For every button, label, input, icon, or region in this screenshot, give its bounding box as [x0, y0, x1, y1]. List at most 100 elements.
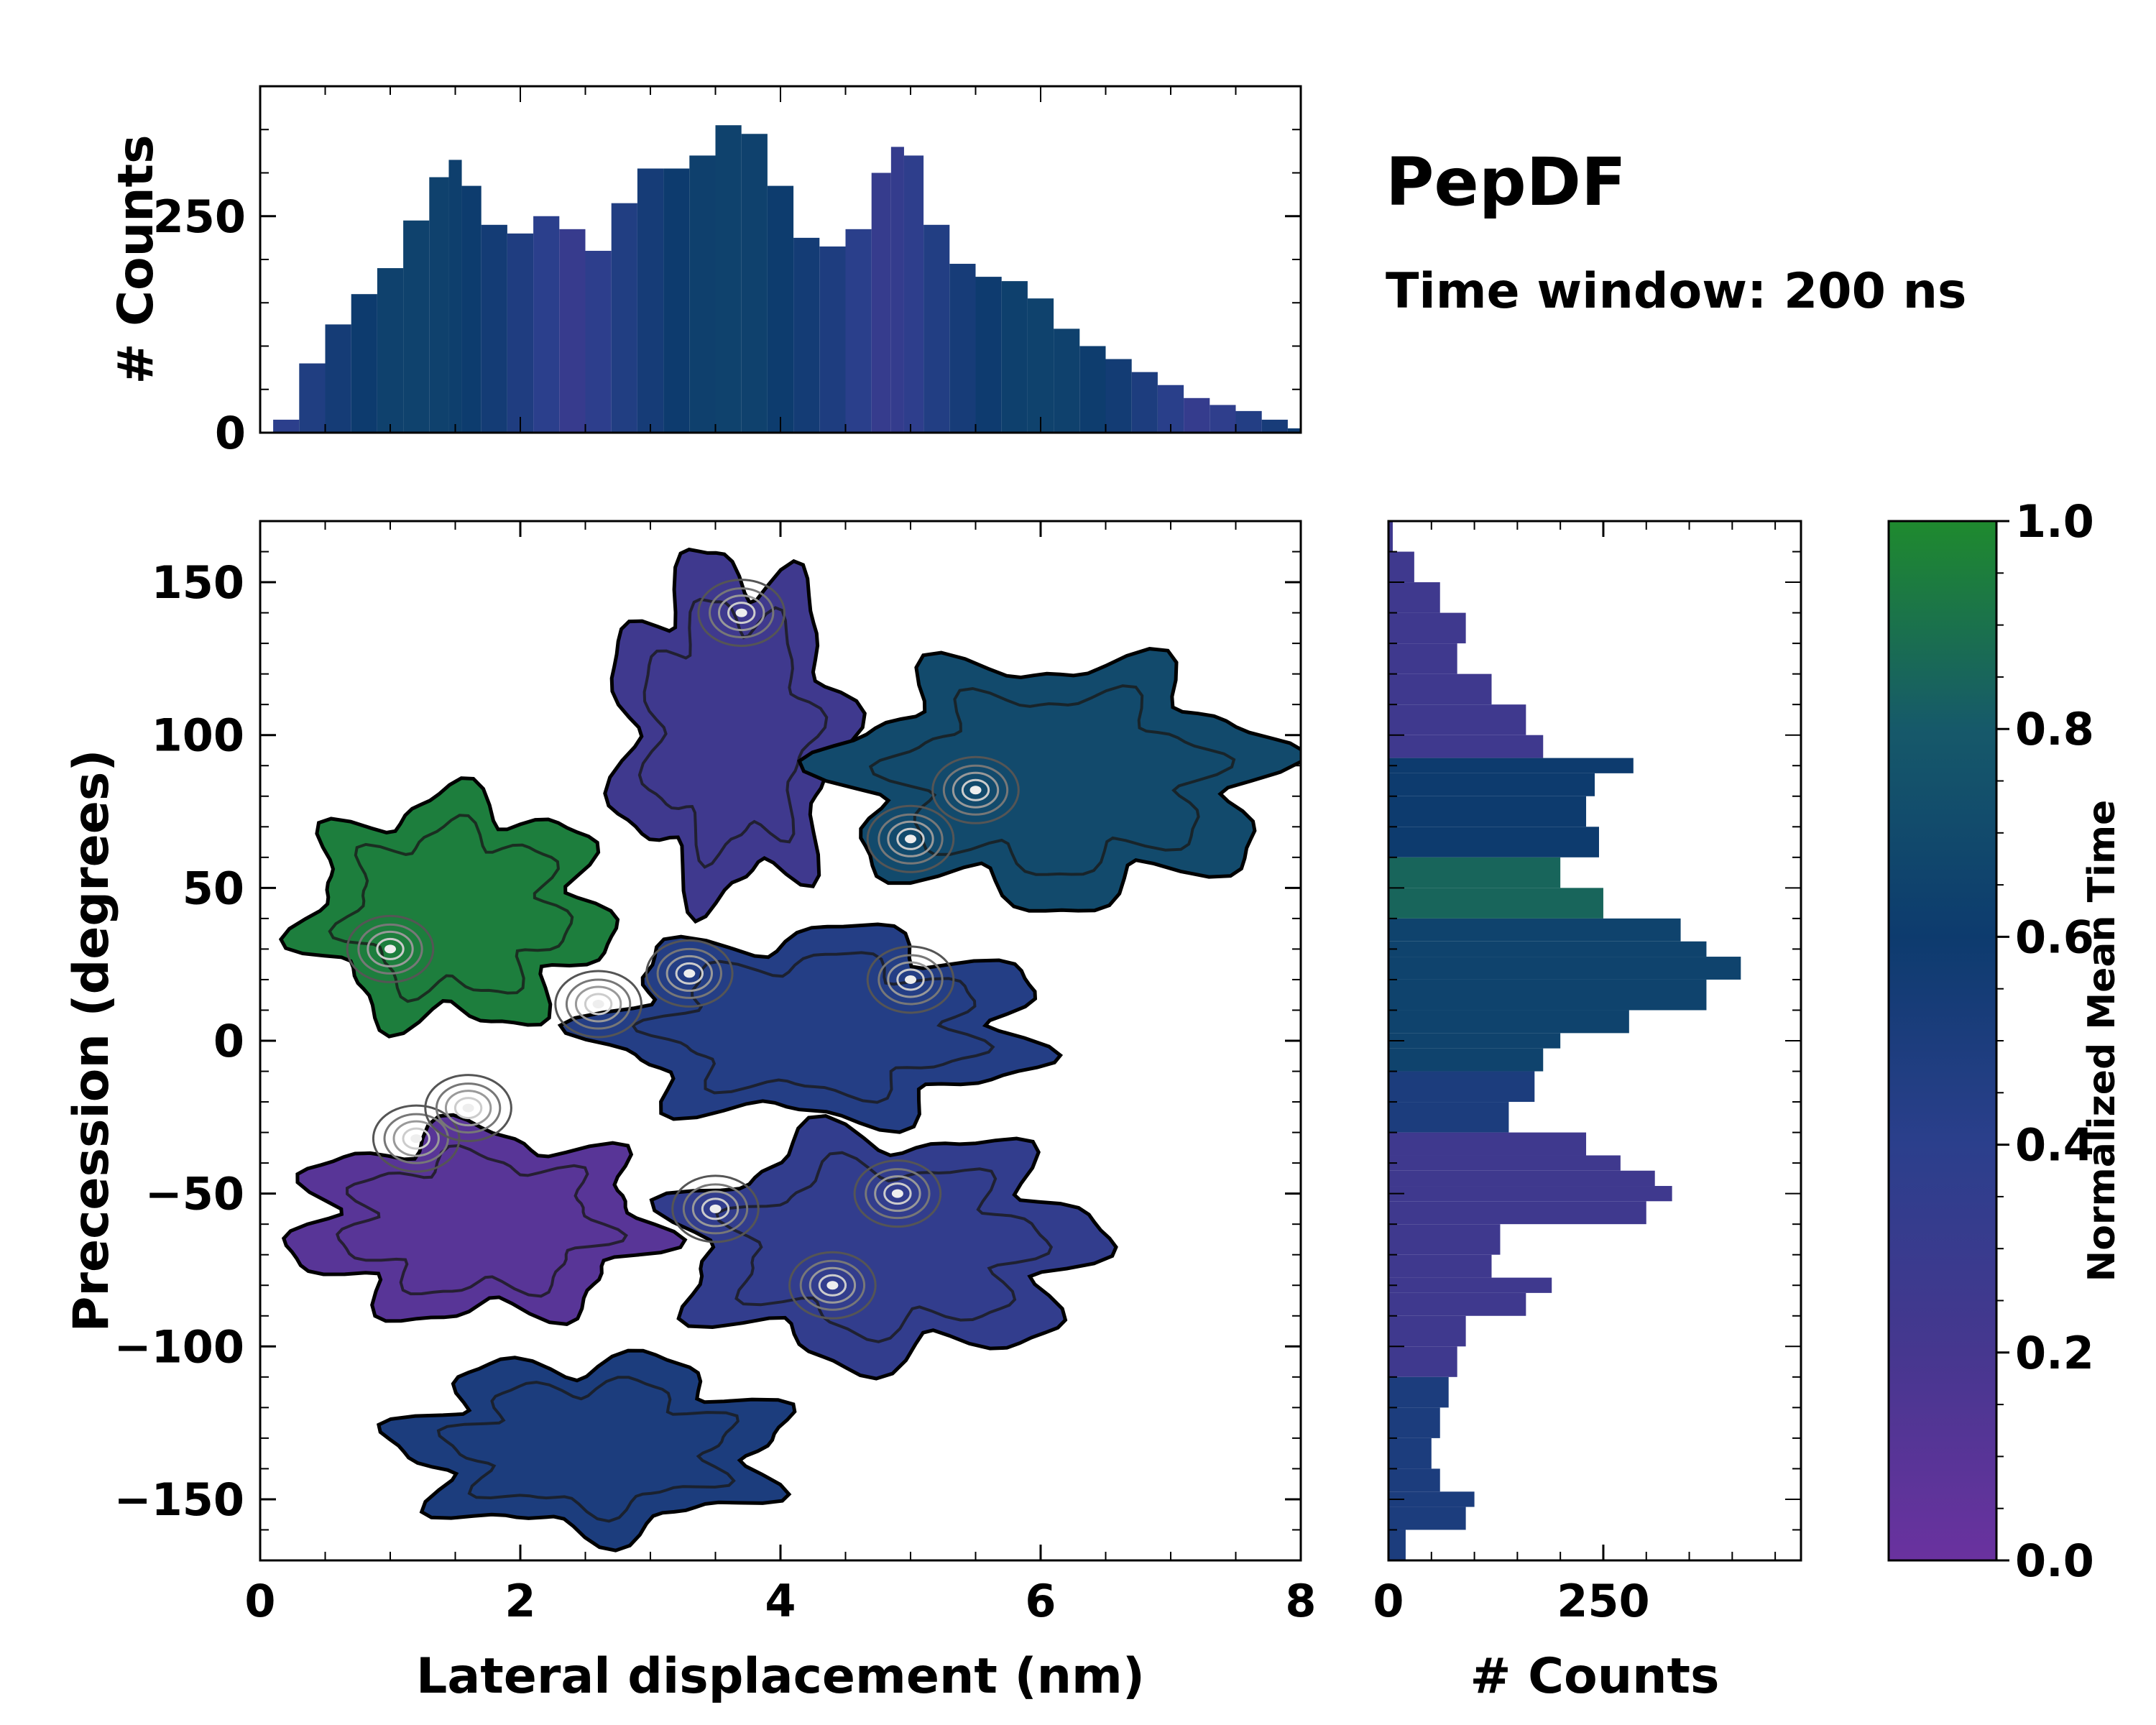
- top-histogram-bar: [325, 324, 351, 433]
- x-tick-label: 4: [765, 1575, 796, 1627]
- colorbar-tick-label: 0.8: [2015, 703, 2094, 755]
- colorbar-ticks: 0.0 0.2 0.4 0.6 0.8 1.0: [1996, 495, 2094, 1587]
- y-tick-label: 150: [152, 556, 244, 609]
- right-histogram-bar: [1388, 1048, 1544, 1072]
- top-histogram-bar: [585, 250, 612, 433]
- density-peak: [424, 1074, 512, 1143]
- y-tick-label: 50: [183, 862, 244, 914]
- heatmap-region: [649, 1114, 1118, 1381]
- right-histogram-bar: [1388, 1254, 1492, 1278]
- top-histogram-bar: [1261, 419, 1288, 433]
- top-histogram-bar: [845, 229, 872, 433]
- x-tick-label: 0: [244, 1575, 275, 1627]
- density-peak: [645, 939, 734, 1008]
- heatmap-contour: [637, 597, 829, 869]
- heatmap-contour: [630, 951, 995, 1104]
- top-histogram-bar: [890, 147, 904, 433]
- right-histogram-bar: [1388, 1102, 1509, 1133]
- top-histogram-bar: [767, 185, 794, 433]
- top-histogram-bar: [949, 264, 976, 433]
- colorbar-tick-label: 0.2: [2015, 1327, 2094, 1379]
- top-histogram-bar: [377, 268, 404, 433]
- top-histogram: 0 250 # Counts: [108, 85, 1302, 459]
- colorbar-label: Normalized Mean Time: [2081, 800, 2124, 1282]
- right-x-tick-label: 0: [1373, 1575, 1404, 1627]
- right-histogram-bar: [1388, 796, 1587, 827]
- density-peak: [866, 804, 955, 873]
- top-histogram-bar: [1287, 428, 1301, 433]
- top-histogram-bar: [533, 216, 560, 433]
- right-histogram-bar: [1388, 1033, 1561, 1049]
- top-histogram-bar: [689, 155, 716, 433]
- right-histogram-bar: [1388, 1201, 1646, 1225]
- top-histogram-bar: [741, 134, 768, 433]
- right-histogram-bar: [1388, 1155, 1621, 1171]
- top-histogram-bar: [481, 224, 507, 433]
- top-histogram-bar: [903, 155, 924, 433]
- top-histogram-bar: [1079, 346, 1106, 433]
- right-histogram-bar: [1388, 1506, 1466, 1530]
- main-heatmap-ylabel: Precession (degrees): [63, 750, 120, 1333]
- density-peak: [671, 1174, 760, 1243]
- heatmap-region: [278, 776, 620, 1039]
- top-histogram-bar: [429, 177, 449, 433]
- top-histogram-bar: [448, 160, 462, 433]
- heatmap-contour: [336, 1144, 628, 1298]
- top-histogram-bar: [299, 363, 326, 433]
- right-histogram-bar: [1388, 1224, 1501, 1255]
- top-histogram-bar: [975, 277, 1002, 433]
- x-tick-label: 6: [1025, 1575, 1056, 1627]
- density-peak: [788, 1251, 877, 1320]
- main-heatmap-ticks: 0 2 4 6 8 −150 −100 −50 0 50 100 150: [114, 521, 1317, 1627]
- y-tick-label: 100: [152, 709, 244, 762]
- right-histogram-bar: [1388, 1277, 1552, 1293]
- right-histogram-bars: [1388, 521, 1741, 1560]
- top-histogram-bar: [663, 168, 690, 433]
- heatmap-regions: [278, 547, 1301, 1552]
- figure-title: PepDF: [1386, 144, 1626, 221]
- right-histogram-bar: [1388, 827, 1599, 857]
- figure-subtitle: Time window: 200 ns: [1386, 263, 1966, 320]
- density-peak: [866, 945, 955, 1014]
- right-histogram-bar: [1388, 612, 1466, 644]
- top-histogram-bar: [1054, 328, 1080, 433]
- top-histogram-bar: [1001, 281, 1028, 433]
- right-histogram-bar: [1388, 957, 1741, 980]
- heatmap-region: [281, 1113, 688, 1326]
- main-heatmap: 0 2 4 6 8 −150 −100 −50 0 50 100 150 Lateral displa…: [63, 520, 1317, 1705]
- colorbar-tick-label: 0.6: [2015, 911, 2094, 963]
- top-histogram-bar: [1184, 397, 1210, 433]
- right-histogram-bar: [1388, 773, 1595, 796]
- top-histogram-bar: [273, 419, 300, 433]
- right-histogram-bar: [1388, 857, 1561, 888]
- right-histogram-bar: [1388, 673, 1492, 705]
- right-histogram-bar: [1388, 1315, 1466, 1347]
- top-histogram-bar: [819, 246, 846, 433]
- right-histogram-bar: [1388, 1491, 1475, 1507]
- right-histogram: 0 250 # Counts: [1373, 520, 1802, 1705]
- right-histogram-bar: [1388, 643, 1457, 674]
- right-histogram-bar: [1388, 1186, 1672, 1202]
- y-tick-label: −100: [114, 1320, 244, 1373]
- top-histogram-bar: [559, 229, 586, 433]
- top-histogram-bar: [351, 294, 377, 433]
- density-peak: [931, 755, 1020, 824]
- y-tick-label: −50: [145, 1168, 244, 1220]
- top-histogram-bar: [923, 224, 950, 433]
- top-histogram-bar: [1131, 372, 1158, 433]
- colorbar-gradient: [1887, 520, 1998, 1562]
- right-histogram-bar: [1388, 735, 1544, 758]
- top-histogram-bar: [1105, 359, 1132, 433]
- heatmap-region: [377, 1348, 797, 1552]
- y-tick-label: −150: [114, 1473, 244, 1526]
- top-histogram-bar: [1027, 298, 1054, 433]
- right-histogram-bar: [1388, 1376, 1449, 1408]
- top-histogram-bars: [273, 125, 1301, 433]
- right-histogram-bar: [1388, 704, 1526, 735]
- right-histogram-bar: [1388, 1132, 1587, 1156]
- right-histogram-bar: [1388, 1010, 1629, 1034]
- right-histogram-ticks: 0 250: [1373, 521, 1801, 1627]
- top-histogram-bar: [507, 233, 534, 433]
- heatmap-contour: [328, 814, 574, 1003]
- heatmap-region: [603, 547, 867, 924]
